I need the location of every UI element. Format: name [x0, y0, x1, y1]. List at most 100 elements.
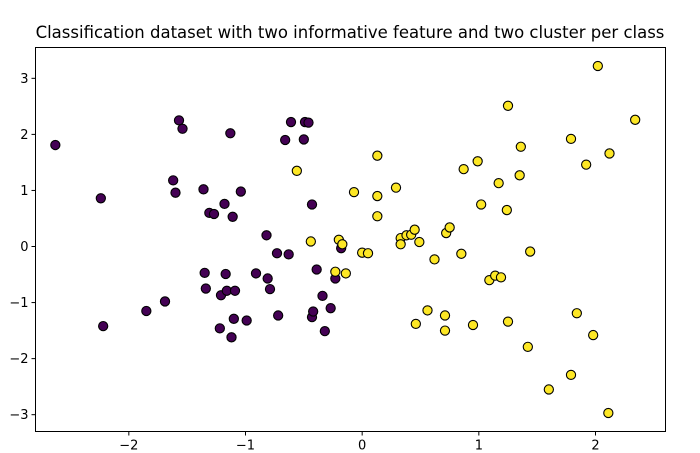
x-tick-label: −2 — [119, 439, 138, 453]
point-class-0 — [280, 134, 291, 146]
point-class-0 — [262, 273, 273, 284]
x-axis: −2 −1 0 1 2 — [119, 431, 600, 453]
point-class-0 — [283, 249, 294, 260]
point-class-0 — [199, 267, 210, 279]
point-class-0 — [285, 116, 297, 128]
y-tick-label: −2 — [9, 352, 28, 367]
point-class-1 — [502, 100, 514, 111]
point-class-0 — [227, 211, 238, 222]
point-class-1 — [604, 148, 615, 159]
point-class-1 — [493, 178, 504, 189]
point-class-1 — [337, 239, 348, 250]
point-class-0 — [173, 115, 185, 126]
point-class-1 — [439, 325, 451, 336]
y-tick-label: −1 — [9, 296, 28, 311]
data-points — [50, 60, 641, 419]
point-class-1 — [305, 236, 316, 247]
point-class-1 — [603, 407, 614, 419]
point-class-1 — [565, 133, 577, 145]
point-class-0 — [225, 128, 236, 139]
point-class-1 — [444, 222, 455, 233]
point-class-1 — [362, 248, 374, 259]
point-class-0 — [229, 285, 241, 296]
point-class-1 — [501, 204, 512, 216]
point-class-1 — [467, 319, 479, 331]
point-class-0 — [311, 264, 322, 275]
point-class-1 — [458, 163, 469, 175]
point-class-1 — [495, 272, 507, 283]
plot-area-frame — [35, 47, 666, 432]
point-class-1 — [588, 329, 599, 341]
point-class-1 — [456, 248, 467, 259]
point-class-1 — [514, 170, 525, 181]
point-class-0 — [303, 117, 314, 128]
point-class-0 — [170, 187, 181, 198]
point-class-1 — [571, 308, 582, 319]
point-class-0 — [235, 186, 246, 197]
point-class-0 — [241, 315, 252, 326]
point-class-1 — [340, 268, 351, 279]
point-class-1 — [476, 199, 487, 210]
point-class-1 — [409, 224, 420, 235]
point-class-1 — [390, 182, 402, 193]
point-class-1 — [372, 190, 383, 202]
point-class-1 — [348, 186, 360, 198]
point-class-0 — [273, 310, 284, 321]
point-class-0 — [98, 320, 109, 332]
y-tick-label: 3 — [20, 72, 28, 87]
point-class-0 — [226, 332, 237, 343]
point-class-1 — [515, 141, 526, 152]
point-class-0 — [208, 208, 220, 220]
point-class-1 — [372, 211, 383, 222]
x-tick-label: 1 — [475, 439, 483, 453]
point-class-1 — [414, 236, 425, 248]
y-tick-label: 1 — [20, 184, 28, 199]
point-class-1 — [410, 318, 421, 330]
point-class-0 — [214, 323, 225, 334]
chart-title: Classification dataset with two informat… — [36, 23, 665, 42]
point-class-0 — [319, 326, 330, 337]
point-class-0 — [306, 199, 318, 210]
point-class-1 — [291, 165, 302, 176]
x-tick-label: 0 — [358, 439, 366, 453]
point-class-0 — [159, 296, 171, 307]
point-class-0 — [250, 268, 262, 279]
point-class-0 — [168, 175, 179, 186]
point-class-1 — [422, 305, 433, 316]
point-class-1 — [630, 114, 641, 125]
point-class-1 — [502, 316, 514, 327]
point-class-1 — [439, 310, 451, 321]
point-class-1 — [472, 156, 483, 167]
point-class-0 — [264, 283, 276, 295]
point-class-0 — [317, 290, 328, 301]
point-class-0 — [308, 306, 319, 317]
point-class-1 — [525, 246, 536, 257]
y-axis: −3 −2 −1 0 1 2 3 — [9, 72, 36, 423]
point-class-1 — [592, 60, 603, 72]
point-class-0 — [95, 193, 106, 204]
point-class-1 — [565, 369, 577, 381]
point-class-0 — [200, 283, 211, 294]
point-class-0 — [198, 184, 209, 195]
y-tick-label: 2 — [20, 128, 28, 143]
point-class-0 — [325, 303, 336, 314]
point-class-1 — [522, 341, 533, 353]
point-class-0 — [298, 134, 309, 145]
point-class-0 — [228, 313, 239, 324]
point-class-1 — [395, 239, 406, 250]
point-class-1 — [330, 266, 341, 277]
x-tick-label: 2 — [591, 439, 599, 453]
y-tick-label: −3 — [9, 408, 28, 423]
point-class-0 — [50, 139, 61, 151]
point-class-0 — [219, 198, 230, 210]
point-class-1 — [543, 384, 554, 395]
point-class-0 — [271, 248, 283, 259]
point-class-0 — [261, 230, 272, 241]
point-class-1 — [429, 254, 440, 265]
point-class-0 — [141, 305, 152, 317]
y-tick-label: 0 — [20, 240, 28, 255]
point-class-1 — [581, 159, 592, 170]
point-class-0 — [177, 123, 188, 134]
point-class-1 — [372, 150, 383, 161]
